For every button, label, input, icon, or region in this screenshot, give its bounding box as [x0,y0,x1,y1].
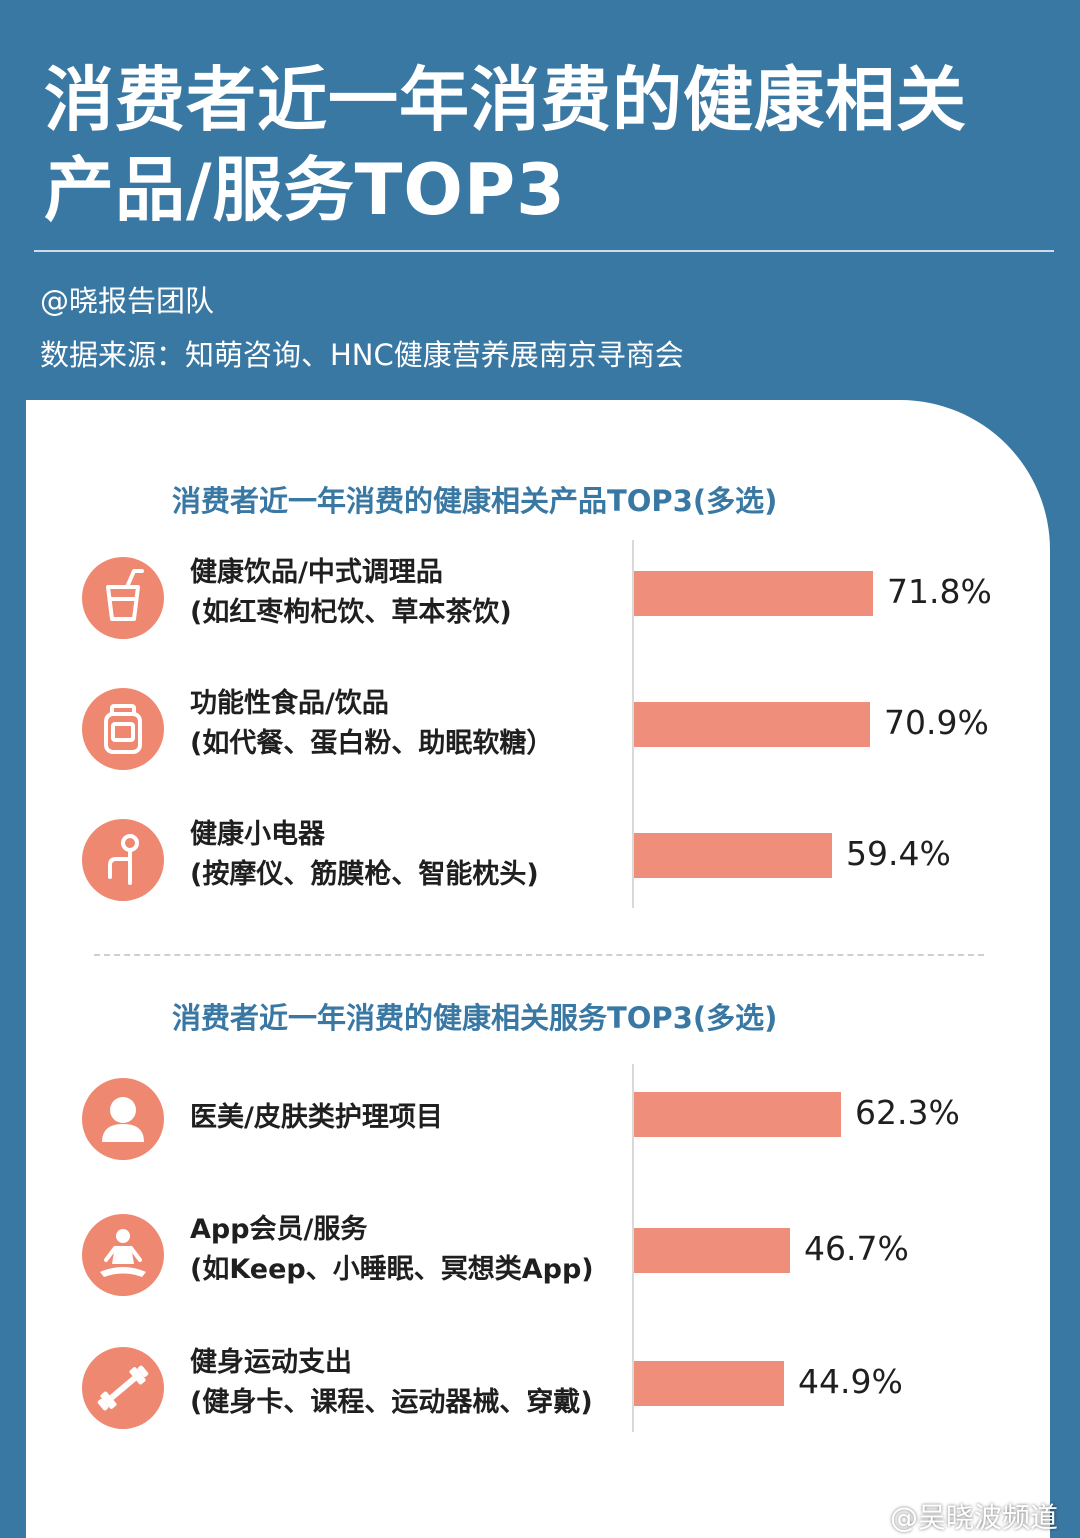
title-line-1: 消费者近一年消费的健康相关 [44,59,967,141]
services-chart-title: 消费者近一年消费的健康相关服务TOP3(多选) [172,1001,778,1035]
author-credit: @晓报告团队 [40,284,215,318]
service-row: 医美/皮肤类护理项目 62.3% [0,1074,1080,1184]
product-bar [634,571,873,616]
meditation-icon [82,1214,164,1296]
service-detail: (如Keep、小睡眠、冥想类App) [190,1254,594,1285]
product-label: 健康饮品/中式调理品 (如红枣枸杞饮、草本茶饮) [190,553,512,633]
watermark: @吴晓波频道 [889,1501,1058,1534]
massager-icon [82,819,164,901]
service-detail: (健身卡、课程、运动器械、穿戴) [190,1387,593,1418]
product-row: 健康小电器 (按摩仪、筋膜枪、智能枕头) 59.4% [0,815,1080,925]
service-bar [634,1228,790,1273]
products-chart-title: 消费者近一年消费的健康相关产品TOP3(多选) [172,484,778,518]
service-value-label: 46.7% [804,1229,909,1268]
product-row: 功能性食品/饮品 (如代餐、蛋白粉、助眠软糖） 70.9% [0,684,1080,794]
product-bar [634,702,870,747]
section-divider [94,954,984,956]
product-value-label: 71.8% [887,572,992,611]
product-bar [634,833,832,878]
product-label: 功能性食品/饮品 (如代餐、蛋白粉、助眠软糖） [190,684,553,764]
product-value-label: 70.9% [884,703,989,742]
product-detail: (如红枣枸杞饮、草本茶饮) [190,597,512,628]
service-value-label: 62.3% [855,1093,960,1132]
product-name: 健康饮品/中式调理品 [190,557,443,588]
data-source: 数据来源：知萌咨询、HNC健康营养展南京寻商会 [40,338,684,372]
product-value-label: 59.4% [846,834,951,873]
service-name: 健身运动支出 [190,1347,352,1378]
service-label: 健身运动支出 (健身卡、课程、运动器械、穿戴) [190,1343,593,1423]
service-name: 医美/皮肤类护理项目 [190,1102,443,1133]
chart-card [26,400,1050,1538]
product-detail: (按摩仪、筋膜枪、智能枕头) [190,859,539,890]
product-row: 健康饮品/中式调理品 (如红枣枸杞饮、草本茶饮) 71.8% [0,553,1080,663]
product-name: 功能性食品/饮品 [190,688,389,719]
product-detail: (如代餐、蛋白粉、助眠软糖） [190,728,554,759]
service-label: 医美/皮肤类护理项目 [190,1098,443,1138]
product-label: 健康小电器 (按摩仪、筋膜枪、智能枕头) [190,815,539,895]
product-name: 健康小电器 [190,819,325,850]
products-axis-line [632,540,634,908]
service-name: App会员/服务 [190,1214,368,1245]
service-row: App会员/服务 (如Keep、小睡眠、冥想类App) 46.7% [0,1210,1080,1320]
supplement-jar-icon [82,688,164,770]
service-bar [634,1361,784,1406]
dumbbell-icon [82,1347,164,1429]
header-divider [34,250,1054,252]
service-label: App会员/服务 (如Keep、小睡眠、冥想类App) [190,1210,594,1290]
service-value-label: 44.9% [798,1362,903,1401]
drink-cup-icon [82,557,164,639]
service-row: 健身运动支出 (健身卡、课程、运动器械、穿戴) 44.9% [0,1343,1080,1453]
person-beauty-icon [82,1078,164,1160]
title-line-2: 产品/服务TOP3 [44,149,566,231]
page-title: 消费者近一年消费的健康相关 产品/服务TOP3 [44,58,1054,232]
service-bar [634,1092,841,1137]
services-axis-line [632,1064,634,1432]
